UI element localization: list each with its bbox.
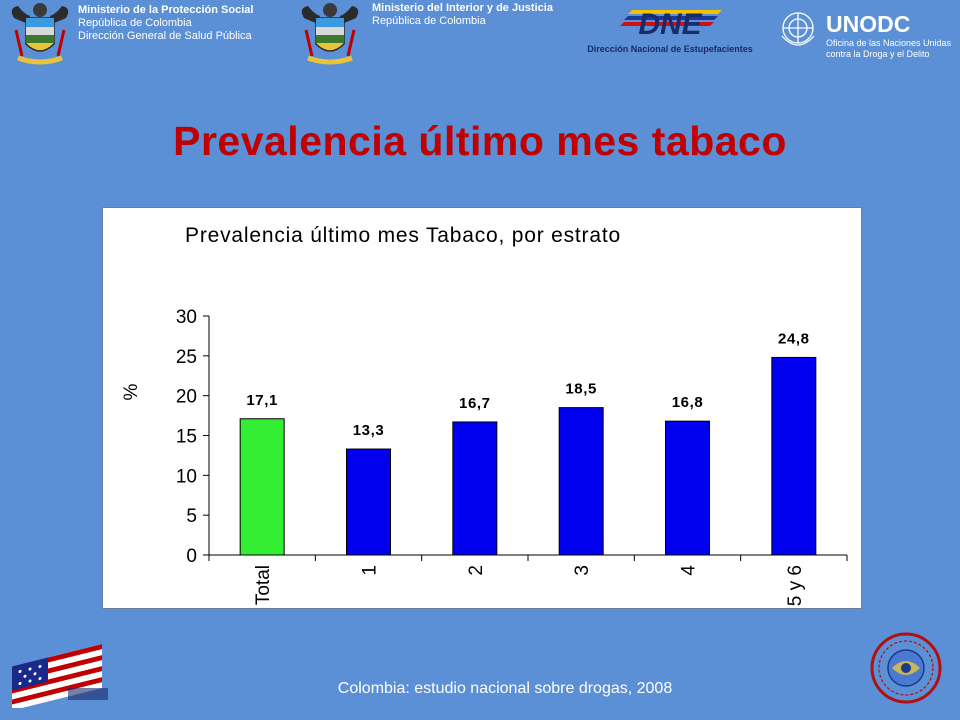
y-tick-label: 0 (186, 546, 197, 567)
y-tick-label: 15 (176, 427, 197, 448)
us-embassy-flag-logo (12, 644, 108, 708)
colombia-coat-of-arms-icon (301, 3, 359, 65)
bar-value-label: 13,3 (353, 422, 385, 439)
ministry-interior-line1: Ministerio del Interior y de Justicia (372, 2, 553, 14)
unodc-logo: UNODC Oficina de las Naciones Unidas con… (781, 11, 952, 59)
source-footnote: Colombia: estudio nacional sobre drogas,… (337, 680, 673, 697)
bar-2 (452, 421, 498, 556)
bar-value-label: 16,8 (672, 394, 704, 411)
ministry-protection-text: Ministerio de la Protección Social Repúb… (78, 4, 253, 43)
x-tick-label: 3 (572, 565, 593, 576)
ministry-protection-line2: República de Colombia (78, 17, 192, 29)
ministry-interior-text: Ministerio del Interior y de Justicia Re… (372, 2, 553, 28)
y-axis-ticks: 0 5 10 15 20 25 30 (176, 307, 209, 567)
y-tick-label: 5 (186, 506, 197, 527)
bar-value-label: 24,8 (778, 330, 810, 347)
un-emblem-icon (781, 12, 815, 46)
bar-value-label: 17,1 (246, 392, 278, 409)
x-tick-label: 1 (360, 565, 381, 576)
x-tick-label: 4 (679, 565, 700, 576)
slide-title: Prevalencia último mes tabaco (173, 118, 787, 164)
value-labels: 17,1 13,3 16,7 18,5 16,8 24,8 (246, 330, 809, 439)
y-tick-label: 25 (176, 347, 197, 368)
dne-logo: DNE Dirección Nacional de Estupefaciente… (587, 8, 753, 54)
ministry-interior-line2: República de Colombia (372, 15, 486, 27)
bar-chart: Prevalencia último mes Tabaco, por estra… (121, 224, 848, 606)
bars (239, 356, 817, 556)
oas-seal-logo (870, 632, 942, 704)
unodc-line2: contra la Droga y el Delito (826, 49, 930, 59)
x-tick-label: Total (253, 565, 274, 605)
bar-3 (558, 407, 604, 556)
y-tick-label: 10 (176, 466, 197, 487)
unodc-line1: Oficina de las Naciones Unidas (826, 38, 952, 48)
dne-logo-text: DNE (638, 8, 702, 41)
y-tick-label: 30 (176, 307, 197, 328)
bar-value-label: 18,5 (565, 381, 597, 398)
bar-1 (346, 448, 391, 556)
unodc-logo-text: UNODC (826, 11, 910, 37)
x-axis-ticks: Total 1 2 3 4 5 y 6 (208, 555, 848, 606)
dne-name-text: Dirección Nacional de Estupefacientes (587, 44, 753, 54)
ministry-protection-line3: Dirección General de Salud Pública (78, 30, 252, 42)
x-tick-label: 5 y 6 (785, 565, 806, 606)
bar-5-y-6 (771, 356, 817, 556)
x-tick-label: 2 (466, 565, 487, 576)
y-axis-label: % (121, 383, 142, 400)
bar-4 (665, 420, 710, 556)
colombia-coat-of-arms-icon (11, 3, 69, 65)
bar-value-label: 16,7 (459, 395, 491, 412)
chart-title: Prevalencia último mes Tabaco, por estra… (185, 224, 621, 247)
ministry-protection-line1: Ministerio de la Protección Social (78, 4, 254, 16)
bar-total (239, 418, 285, 556)
y-tick-label: 20 (176, 387, 197, 408)
chart-panel: Prevalencia último mes Tabaco, por estra… (102, 207, 862, 609)
